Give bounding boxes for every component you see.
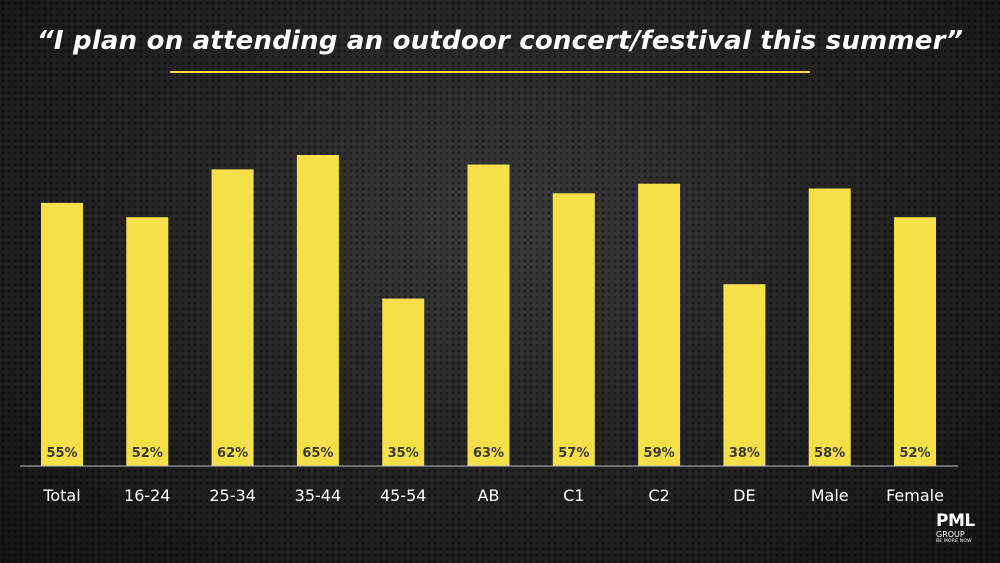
bar-ab [467,164,510,467]
chart-title: “I plan on attending an outdoor concert/… [36,26,964,56]
category-label-de: DE [733,486,755,505]
value-label-total: 55% [46,446,77,461]
value-label-c1: 57% [558,446,589,461]
category-label-16-24: 16-24 [124,486,171,505]
bar-25-34 [211,169,254,466]
value-label-de: 38% [729,446,760,461]
category-label-female: Female [886,486,944,505]
logo-sub: GROUP [936,530,965,539]
bar-16-24 [126,217,169,466]
bar-total [41,202,83,466]
value-label-ab: 63% [473,446,504,461]
value-label-35-44: 65% [302,446,333,461]
category-label-c1: C1 [563,486,584,505]
bar-de [723,284,766,466]
category-label-25-34: 25-34 [209,486,256,505]
value-label-c2: 59% [644,446,675,461]
value-label-16-24: 52% [132,446,163,461]
bar-c2 [638,183,681,466]
title-underline [170,71,810,73]
category-label-45-54: 45-54 [380,486,427,505]
bar-c1 [552,193,595,466]
bars-group [41,155,936,467]
category-label-ab: AB [478,486,500,505]
logo-name: PML [936,511,975,531]
value-label-25-34: 62% [217,446,248,461]
category-label-total: Total [42,486,80,505]
bar-male [808,188,851,466]
bar-female [894,217,936,466]
bar-45-54 [382,298,425,466]
category-label-male: Male [811,486,849,505]
category-label-35-44: 35-44 [295,486,342,505]
category-label-c2: C2 [648,486,669,505]
logo-tagline: BE MORE NOW [936,539,972,544]
category-labels-group: Total 16-24 25-34 35-44 45-54 AB C1 C2 DE Male Fem… [42,486,944,505]
value-label-female: 52% [899,446,930,461]
pml-logo: PML GROUP BE MORE NOW [936,513,992,545]
value-label-45-54: 35% [388,446,419,461]
value-labels-group: 55% 52% 62% 65% 35% 63% 57% 59% 38% 58% 52% [46,446,930,461]
value-label-male: 58% [814,446,845,461]
bar-35-44 [296,155,339,466]
